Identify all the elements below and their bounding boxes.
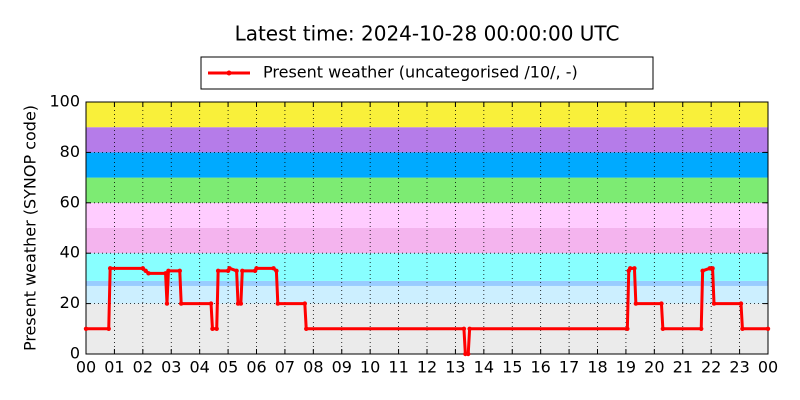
weather-band: [86, 127, 768, 153]
data-point: [304, 326, 309, 331]
plot-frame: [85, 101, 769, 355]
data-point: [700, 268, 705, 274]
data-point: [659, 301, 664, 306]
data-point: [210, 326, 215, 331]
x-tick-label: 18: [587, 358, 607, 377]
y-tick-label: 20: [60, 293, 80, 312]
data-point: [467, 326, 472, 331]
data-point: [164, 301, 170, 306]
data-point: [215, 268, 221, 274]
data-point: [163, 271, 168, 276]
x-tick-label: 19: [616, 358, 636, 377]
x-tick-label: 15: [502, 358, 522, 377]
data-point: [466, 351, 471, 357]
data-point: [633, 301, 639, 306]
data-point: [240, 268, 245, 274]
y-tick-label: 40: [60, 243, 80, 262]
data-point: [234, 268, 239, 274]
x-tick-label: 07: [275, 358, 295, 377]
data-point: [275, 301, 281, 306]
data-point: [140, 266, 146, 271]
y-axis-label: Present weather (SYNOP code): [21, 105, 40, 351]
y-tick-label: 80: [60, 142, 80, 161]
x-tick-label: 14: [474, 358, 494, 377]
y-tick-label: 0: [70, 344, 80, 363]
legend-box: [200, 56, 654, 90]
data-point: [738, 301, 744, 306]
data-point: [254, 266, 259, 271]
weather-band: [86, 152, 768, 178]
data-point: [107, 266, 113, 271]
data-point: [83, 326, 89, 331]
weather-band: [86, 280, 768, 286]
legend-marker: [226, 70, 232, 76]
x-tick-label: 16: [530, 358, 550, 377]
x-tick-label: 21: [673, 358, 693, 377]
x-tick-label: 17: [559, 358, 579, 377]
x-tick-label: 12: [417, 358, 437, 377]
x-tick-label: 03: [161, 358, 181, 377]
data-point: [699, 326, 704, 331]
data-point: [625, 326, 630, 331]
x-tick-label: 01: [104, 358, 124, 377]
data-point: [214, 326, 219, 331]
data-point: [740, 326, 745, 331]
data-point: [227, 266, 232, 271]
data-point: [765, 326, 771, 331]
x-tick-label: 10: [360, 358, 380, 377]
y-tick-label: 60: [60, 192, 80, 211]
x-tick-label: 00: [758, 358, 778, 377]
x-tick-label: 13: [445, 358, 465, 377]
weather-band: [86, 253, 768, 281]
x-tick-label: 05: [218, 358, 238, 377]
data-point: [627, 266, 633, 271]
data-point: [711, 301, 717, 306]
data-point: [271, 266, 276, 271]
x-tick-label: 11: [388, 358, 408, 377]
x-tick-label: 22: [701, 358, 721, 377]
x-tick-label: 04: [189, 358, 209, 377]
x-tick-label: 02: [133, 358, 153, 377]
chart-title: Latest time: 2024-10-28 00:00:00 UTC: [235, 22, 620, 46]
x-tick-label: 06: [246, 358, 266, 377]
x-tick-label: 09: [332, 358, 352, 377]
data-point: [710, 266, 715, 271]
legend-label: Present weather (uncategorised /10/, -): [263, 63, 578, 82]
data-point: [274, 268, 279, 274]
weather-band: [86, 228, 768, 254]
data-point: [632, 266, 637, 271]
x-tick-label: 08: [303, 358, 323, 377]
data-point: [178, 301, 184, 306]
x-tick-label: 23: [729, 358, 749, 377]
y-tick-label: 100: [49, 92, 80, 111]
data-point: [660, 326, 666, 331]
x-tick-label: 00: [76, 358, 96, 377]
data-point: [238, 301, 244, 306]
data-point: [177, 268, 182, 274]
data-point: [208, 301, 214, 306]
data-point: [461, 326, 467, 331]
data-point: [106, 326, 111, 331]
x-tick-label: 20: [644, 358, 664, 377]
data-point: [143, 268, 148, 274]
data-point: [302, 301, 308, 306]
data-point: [146, 271, 151, 276]
data-point: [166, 268, 171, 274]
